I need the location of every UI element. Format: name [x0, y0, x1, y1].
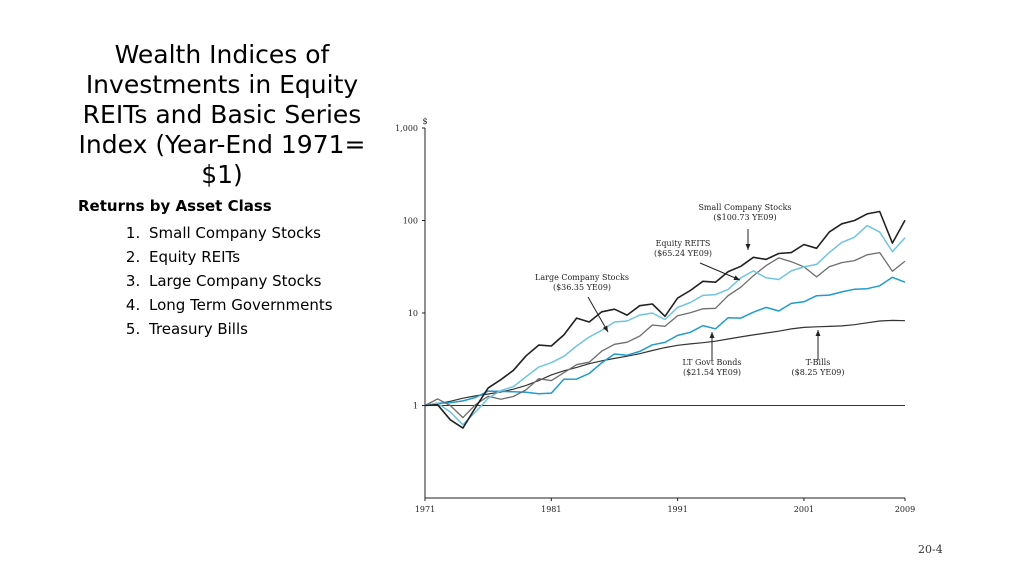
annotation-arrow-line	[587, 296, 609, 333]
y-tick-label: 1,000	[395, 124, 418, 133]
list-item: Equity REITs	[145, 245, 378, 269]
annotation-label: ($8.25 YE09)	[792, 368, 845, 377]
annotation-label: LT Govt Bonds	[682, 358, 741, 367]
list-item: Treasury Bills	[145, 317, 378, 341]
series-line-lt-govt-bonds	[424, 276, 906, 407]
list-item: Small Company Stocks	[145, 221, 378, 245]
x-tick-label: 1981	[541, 505, 561, 514]
asset-class-ordered-list: Small Company Stocks Equity REITs Large …	[78, 221, 378, 341]
wealth-index-chart: $1 10 100 1,000 1971 1981 1991 2001 2009 Small Co…	[395, 117, 915, 514]
annotation-label: ($65.24 YE09)	[654, 249, 712, 258]
annotation-label: Small Company Stocks	[698, 203, 791, 212]
y-tick-label: 100	[403, 217, 418, 226]
annotation-arrow-line	[699, 262, 741, 281]
list-heading: Returns by Asset Class	[78, 197, 272, 215]
annotation-arrow-head	[709, 332, 715, 338]
annotation-label: ($21.54 YE09)	[683, 368, 741, 377]
annotation-label: Equity REITS	[656, 239, 711, 248]
x-tick-label: 1971	[415, 505, 435, 514]
annotation-arrow-head	[602, 325, 608, 332]
series-line-large-company-stocks	[424, 251, 906, 419]
annotation-arrow-head	[745, 244, 751, 250]
asset-class-list: Returns by Asset Class Small Company Sto…	[78, 197, 378, 341]
series-line-equity-reits	[424, 224, 906, 426]
y-axis-label: $	[422, 117, 427, 126]
annotation-arrow-head	[815, 330, 821, 336]
slide-number: 20-4	[918, 543, 943, 556]
annotation-arrow-head	[733, 275, 740, 280]
x-tick-label: 1991	[667, 505, 687, 514]
x-tick-label: 2001	[794, 505, 814, 514]
y-tick-label: 1	[413, 402, 418, 411]
list-item: Large Company Stocks	[145, 269, 378, 293]
annotation-label: T-Bills	[806, 358, 831, 367]
y-tick-label: 10	[408, 309, 418, 318]
list-item: Long Term Governments	[145, 293, 378, 317]
slide-title: Wealth Indices of Investments in Equity …	[78, 40, 366, 189]
annotation-label: ($36.35 YE09)	[553, 283, 611, 292]
series-line-small-company-stocks	[424, 210, 906, 429]
annotation-label: ($100.73 YE09)	[713, 213, 776, 222]
annotation-label: Large Company Stocks	[535, 273, 629, 282]
x-tick-label: 2009	[895, 505, 915, 514]
